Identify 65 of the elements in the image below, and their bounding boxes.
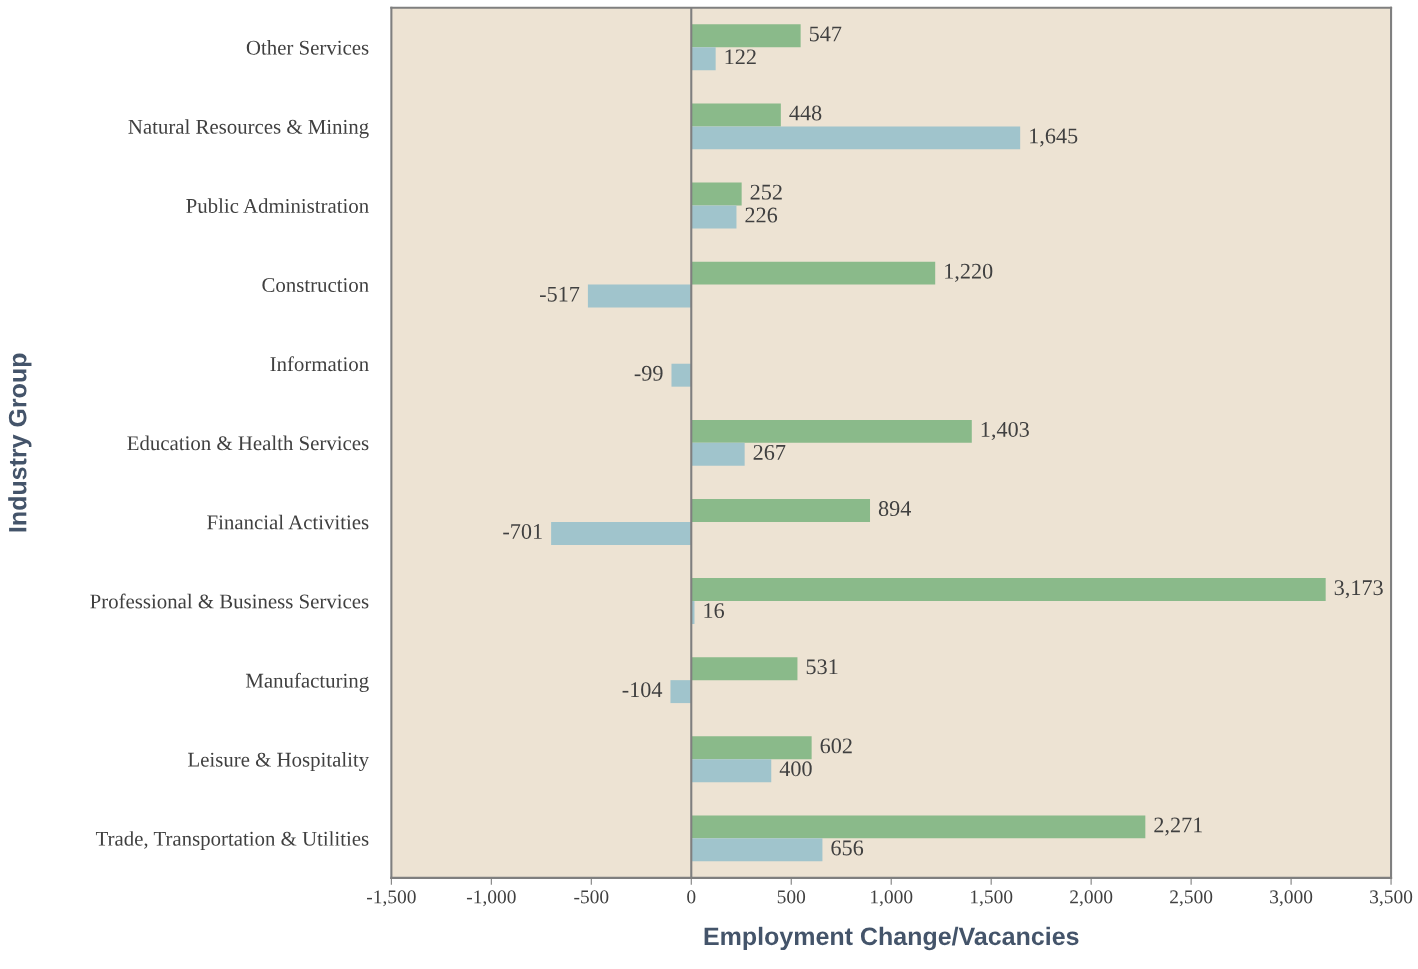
- bar: [670, 680, 692, 704]
- y-tick-label: Financial Activities: [207, 514, 369, 530]
- data-label: -99: [634, 365, 663, 381]
- x-tick-label: 1,000: [871, 890, 913, 907]
- bar: [671, 363, 692, 387]
- x-tick-label: 2,500: [1170, 890, 1213, 907]
- x-tick-label: 1,500: [971, 890, 1013, 907]
- x-tick-label: -1,500: [366, 890, 416, 907]
- data-label: -517: [540, 286, 580, 302]
- bar: [691, 419, 972, 443]
- x-tick-label: -1,000: [466, 890, 516, 907]
- y-tick-label: Public Administration: [186, 198, 369, 213]
- bar: [691, 103, 781, 127]
- data-label: 656: [831, 840, 864, 856]
- data-label: 894: [878, 501, 911, 517]
- bar: [587, 284, 692, 308]
- x-tick-label: -500: [574, 890, 609, 904]
- data-label: 531: [806, 659, 838, 675]
- x-tick-label: 3,000: [1270, 890, 1313, 907]
- bar: [691, 442, 745, 466]
- x-tick-label: 500: [777, 890, 806, 904]
- bar: [691, 815, 1146, 839]
- data-label: 400: [779, 761, 812, 777]
- data-label: 448: [789, 105, 822, 121]
- y-tick-label: Education & Health Services: [127, 435, 369, 451]
- data-label: 122: [725, 49, 756, 65]
- bar: [691, 47, 716, 71]
- data-label: 267: [753, 444, 786, 460]
- x-axis-title: Employment Change/Vacancies: [704, 926, 1079, 951]
- bar: [691, 657, 798, 681]
- data-label: 602: [820, 738, 852, 754]
- y-tick-label: Leisure & Hospitality: [188, 752, 370, 771]
- data-label: 547: [809, 26, 842, 42]
- bar: [691, 24, 801, 48]
- data-label: 2,271: [1154, 817, 1202, 836]
- bar: [691, 499, 871, 522]
- bar: [691, 578, 1326, 602]
- data-label: -701: [503, 523, 542, 539]
- x-tick-label: 0: [687, 890, 696, 904]
- data-label: 1,220: [945, 263, 993, 282]
- data-label: 3,173: [1334, 580, 1383, 599]
- data-label: -104: [622, 682, 663, 698]
- y-tick-label: Professional & Business Services: [90, 593, 369, 609]
- x-tick-label: 3,500: [1370, 890, 1413, 907]
- data-label: 1,645: [1030, 128, 1078, 147]
- data-label: 252: [750, 184, 782, 200]
- bar: [691, 838, 823, 862]
- y-tick-label: Other Services: [246, 40, 369, 55]
- bar: [551, 521, 692, 545]
- bar: [691, 261, 936, 285]
- y-axis-title: Industry Group: [8, 353, 32, 532]
- bar: [691, 182, 742, 206]
- x-tick-label: 2,000: [1070, 890, 1113, 907]
- y-tick-label: Natural Resources & Mining: [128, 119, 369, 139]
- data-label: 16: [704, 603, 725, 619]
- bar: [691, 736, 812, 760]
- y-tick-label: Manufacturing: [245, 672, 369, 692]
- y-tick-label: Construction: [262, 278, 369, 293]
- data-label: 1,403: [981, 421, 1029, 441]
- y-tick-label: Trade, Transportation & Utilities: [95, 831, 369, 851]
- bar: [691, 205, 737, 229]
- y-tick-label: Information: [270, 356, 369, 372]
- data-label: 226: [745, 207, 778, 223]
- bar: [691, 126, 1021, 150]
- bar: [691, 759, 772, 783]
